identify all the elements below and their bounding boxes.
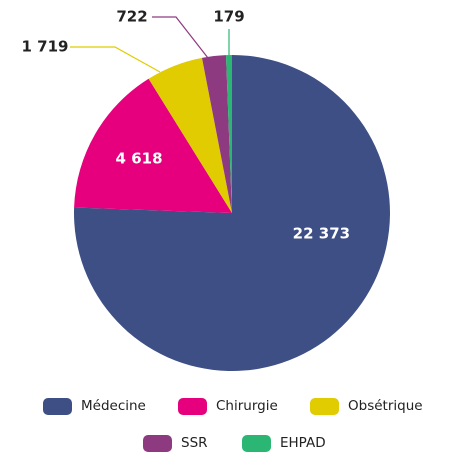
legend-swatch xyxy=(143,435,172,452)
legend-label: SSR xyxy=(181,435,208,451)
pie-slice xyxy=(226,55,232,213)
value-label: 722 xyxy=(116,8,147,26)
value-label: 4 618 xyxy=(116,150,163,168)
legend-item: Chirurgie xyxy=(178,398,278,415)
legend-item: Obsétrique xyxy=(310,398,423,415)
pie-slice xyxy=(148,57,232,213)
leader-line xyxy=(152,16,209,59)
legend-item: EHPAD xyxy=(242,435,326,452)
legend-item: SSR xyxy=(143,435,208,452)
pie-slice xyxy=(73,55,390,372)
value-label: 22 373 xyxy=(293,225,350,243)
pie-slice xyxy=(74,78,233,213)
legend-label: Obsétrique xyxy=(348,398,423,414)
legend-swatch xyxy=(43,398,72,415)
legend-label: Médecine xyxy=(81,398,146,414)
legend-item: Médecine xyxy=(43,398,146,415)
value-label: 1 719 xyxy=(22,38,69,56)
pie-slice xyxy=(201,55,232,214)
legend-label: Chirurgie xyxy=(216,398,278,414)
leader-line xyxy=(70,46,161,73)
legend-label: EHPAD xyxy=(280,435,326,451)
legend-swatch xyxy=(178,398,207,415)
value-label: 179 xyxy=(213,8,244,26)
legend-swatch xyxy=(242,435,271,452)
legend-swatch xyxy=(310,398,339,415)
